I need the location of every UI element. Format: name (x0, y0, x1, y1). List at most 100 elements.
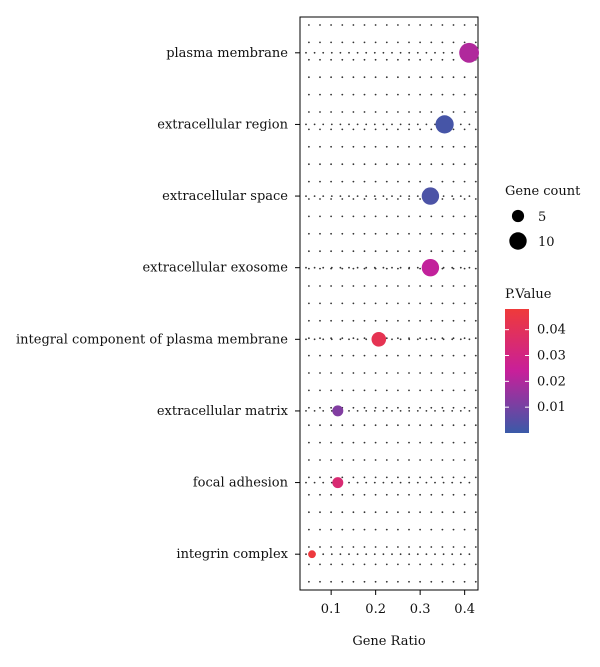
grid-dot (319, 528, 321, 531)
grid-dot (419, 546, 421, 548)
grid-dot (419, 354, 421, 357)
grid-dot (430, 459, 433, 461)
grid-dot (308, 528, 310, 531)
grid-dot (419, 319, 421, 322)
grid-dot (442, 195, 445, 198)
grid-dot (363, 250, 366, 253)
grid-dot (341, 563, 344, 566)
grid-dot (463, 546, 466, 548)
data-point (332, 477, 344, 489)
grid-dot (442, 481, 445, 484)
grid-dot (382, 51, 385, 54)
grid-dot (474, 493, 477, 496)
grid-dot (468, 553, 471, 556)
grid-dot (463, 459, 466, 461)
grid-dot (385, 441, 388, 444)
grid-dot (434, 51, 436, 54)
grid-dot (341, 76, 344, 79)
grid-dot (319, 563, 321, 566)
grid-dot (408, 424, 410, 427)
grid-dot (474, 302, 477, 305)
grid-dot (363, 563, 366, 566)
grid-dot (363, 93, 366, 96)
grid-dot (452, 145, 455, 148)
grid-dot (319, 372, 321, 374)
grid-dot (441, 372, 444, 374)
grid-dot (430, 528, 433, 531)
grid-dot (397, 493, 399, 496)
grid-dot (352, 511, 355, 514)
grid-dot (308, 180, 310, 183)
color-legend-label: 0.02 (537, 374, 566, 389)
grid-dot (430, 372, 433, 374)
grid-dot (308, 111, 310, 113)
grid-dot (408, 528, 410, 531)
grid-dot (399, 51, 402, 54)
grid-dot (341, 267, 344, 270)
grid-dot (352, 41, 355, 44)
grid-dot (430, 563, 433, 566)
grid-dot (356, 266, 359, 269)
grid-dot (408, 481, 411, 484)
grid-dot (397, 267, 399, 270)
grid-dot (474, 546, 477, 548)
grid-dot (363, 128, 366, 131)
grid-dot (416, 410, 419, 412)
grid-dot (474, 41, 477, 44)
grid-dot (397, 250, 399, 253)
grid-dot (308, 41, 310, 44)
grid-dot (416, 338, 419, 341)
grid-dot (419, 198, 421, 200)
grid-dot (356, 553, 359, 556)
grid-dot (391, 553, 393, 556)
grid-dot (452, 389, 455, 392)
grid-dot (308, 198, 310, 200)
grid-dot (363, 476, 366, 479)
grid-dot (330, 145, 332, 148)
grid-dot (373, 51, 376, 54)
grid-dot (408, 546, 410, 548)
grid-dot (419, 459, 421, 461)
grid-dot (322, 123, 325, 126)
grid-dot (441, 302, 444, 305)
grid-dot (330, 76, 332, 79)
grid-dot (397, 337, 399, 340)
grid-dot (463, 406, 466, 409)
grid-dot (319, 302, 321, 305)
grid-dot (363, 302, 366, 305)
grid-dot (463, 24, 466, 26)
grid-layer (305, 24, 477, 583)
grid-dot (330, 215, 332, 218)
grid-dot (352, 459, 355, 461)
grid-dot (341, 546, 344, 548)
grid-dot (308, 145, 310, 148)
grid-dot (385, 302, 388, 305)
grid-dot (385, 267, 388, 270)
grid-dot (363, 198, 366, 200)
grid-dot (463, 215, 466, 218)
grid-dot (308, 354, 310, 357)
grid-dot (308, 302, 310, 305)
grid-dot (452, 267, 455, 270)
grid-dot (365, 51, 368, 54)
grid-dot (452, 24, 455, 26)
grid-dot (319, 24, 321, 26)
grid-dot (385, 76, 388, 79)
x-tick-label: 0.2 (365, 602, 386, 617)
grid-dot (441, 389, 444, 392)
grid-dot (459, 410, 462, 412)
grid-dot (330, 553, 333, 556)
grid-dot (385, 580, 388, 583)
grid-dot (330, 232, 332, 235)
grid-dot (363, 493, 366, 496)
grid-dot (313, 195, 316, 198)
grid-dot (397, 319, 399, 322)
grid-dot (374, 198, 377, 200)
grid-dot (363, 215, 366, 218)
grid-dot (319, 232, 321, 235)
grid-dot (308, 24, 310, 26)
grid-dot (452, 563, 455, 566)
grid-dot (341, 337, 344, 340)
grid-dot (408, 372, 410, 374)
grid-dot (374, 250, 377, 253)
